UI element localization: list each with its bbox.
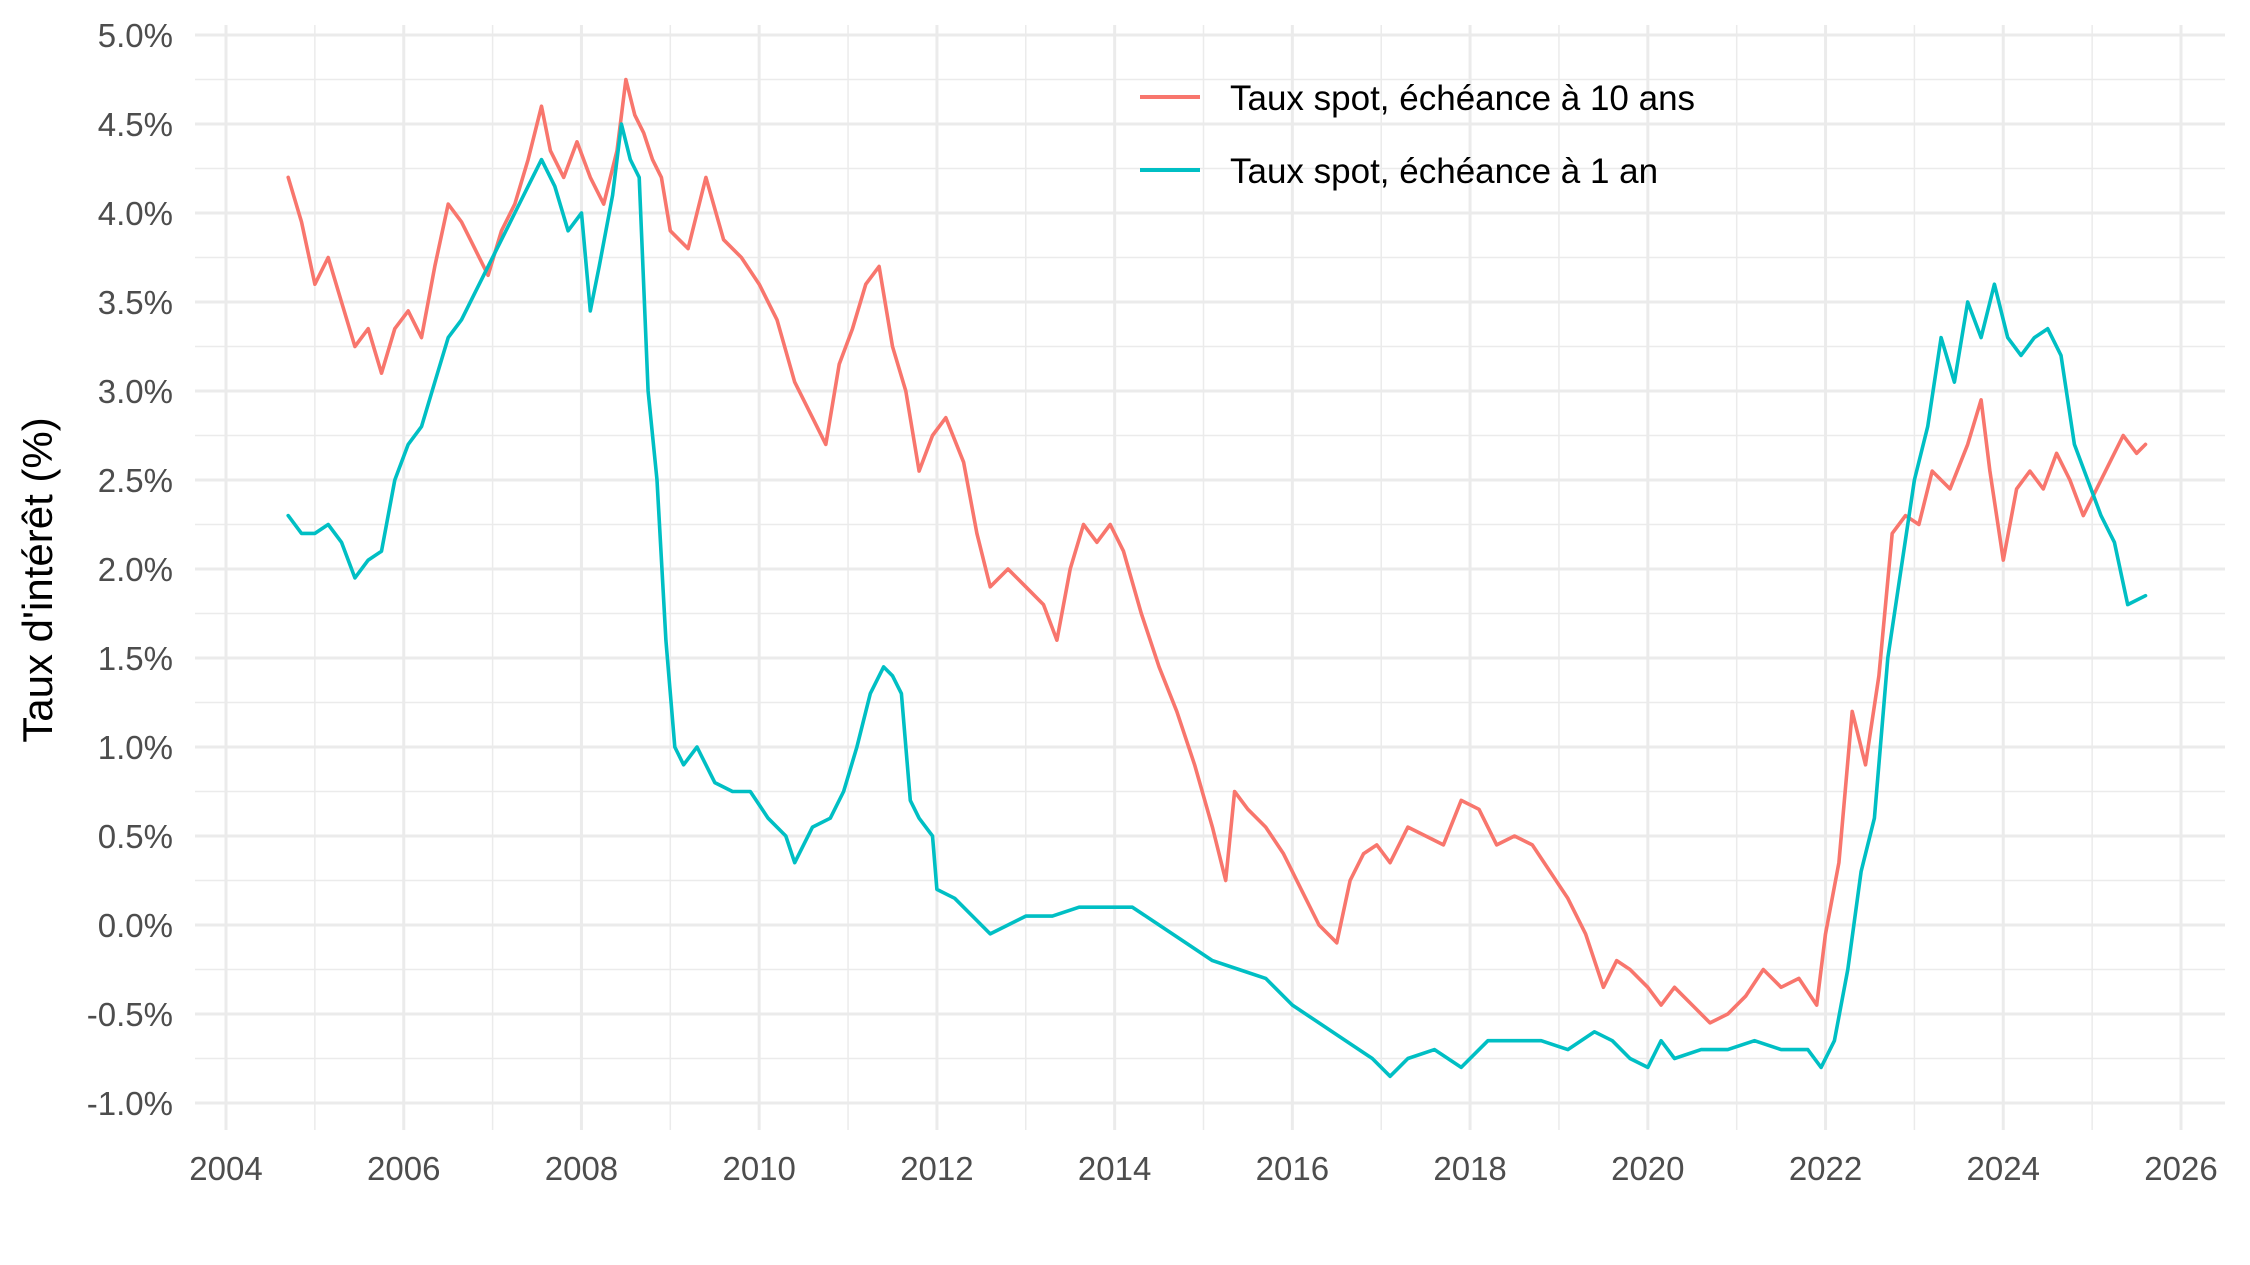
y-tick-label: 1.0%	[98, 729, 173, 766]
x-tick-label: 2010	[722, 1150, 795, 1187]
x-tick-label: 2022	[1789, 1150, 1862, 1187]
x-tick-label: 2026	[2144, 1150, 2217, 1187]
x-tick-label: 2012	[900, 1150, 973, 1187]
legend: Taux spot, échéance à 10 ans Taux spot, …	[1140, 79, 1695, 191]
y-tick-label: 5.0%	[98, 17, 173, 54]
grid-lines	[195, 25, 2225, 1130]
legend-label-10y: Taux spot, échéance à 10 ans	[1230, 79, 1695, 118]
y-tick-label: 0.5%	[98, 818, 173, 855]
y-tick-label: 4.5%	[98, 106, 173, 143]
x-tick-label: 2016	[1256, 1150, 1329, 1187]
x-tick-label: 2014	[1078, 1150, 1151, 1187]
y-axis-label: Taux d'intérêt (%)	[14, 417, 61, 742]
y-tick-label: 2.5%	[98, 462, 173, 499]
series-lines	[286, 77, 2148, 1079]
x-axis-tick-labels: 2004 2006 2008 2010 2012 2014 2016 2018 2020 2022…	[189, 1150, 2217, 1187]
x-tick-label: 2020	[1611, 1150, 1684, 1187]
y-tick-label: 4.0%	[98, 195, 173, 232]
y-axis-tick-labels: -1.0% -0.5% 0.0% 0.5% 1.0% 1.5% 2.0% 2.5% 3.0% 3.…	[87, 17, 173, 1122]
y-tick-label: 3.0%	[98, 373, 173, 410]
x-tick-label: 2018	[1433, 1150, 1506, 1187]
y-tick-label: 3.5%	[98, 284, 173, 321]
series-line-1y	[286, 122, 2148, 1079]
y-tick-label: 1.5%	[98, 640, 173, 677]
series-line-10y	[286, 77, 2148, 1025]
x-tick-label: 2004	[189, 1150, 262, 1187]
x-tick-label: 2024	[1967, 1150, 2040, 1187]
y-tick-label: 2.0%	[98, 551, 173, 588]
y-tick-label: -0.5%	[87, 996, 173, 1033]
x-tick-label: 2008	[545, 1150, 618, 1187]
x-tick-label: 2006	[367, 1150, 440, 1187]
legend-label-1y: Taux spot, échéance à 1 an	[1230, 152, 1658, 191]
y-tick-label: 0.0%	[98, 907, 173, 944]
y-tick-label: -1.0%	[87, 1085, 173, 1122]
